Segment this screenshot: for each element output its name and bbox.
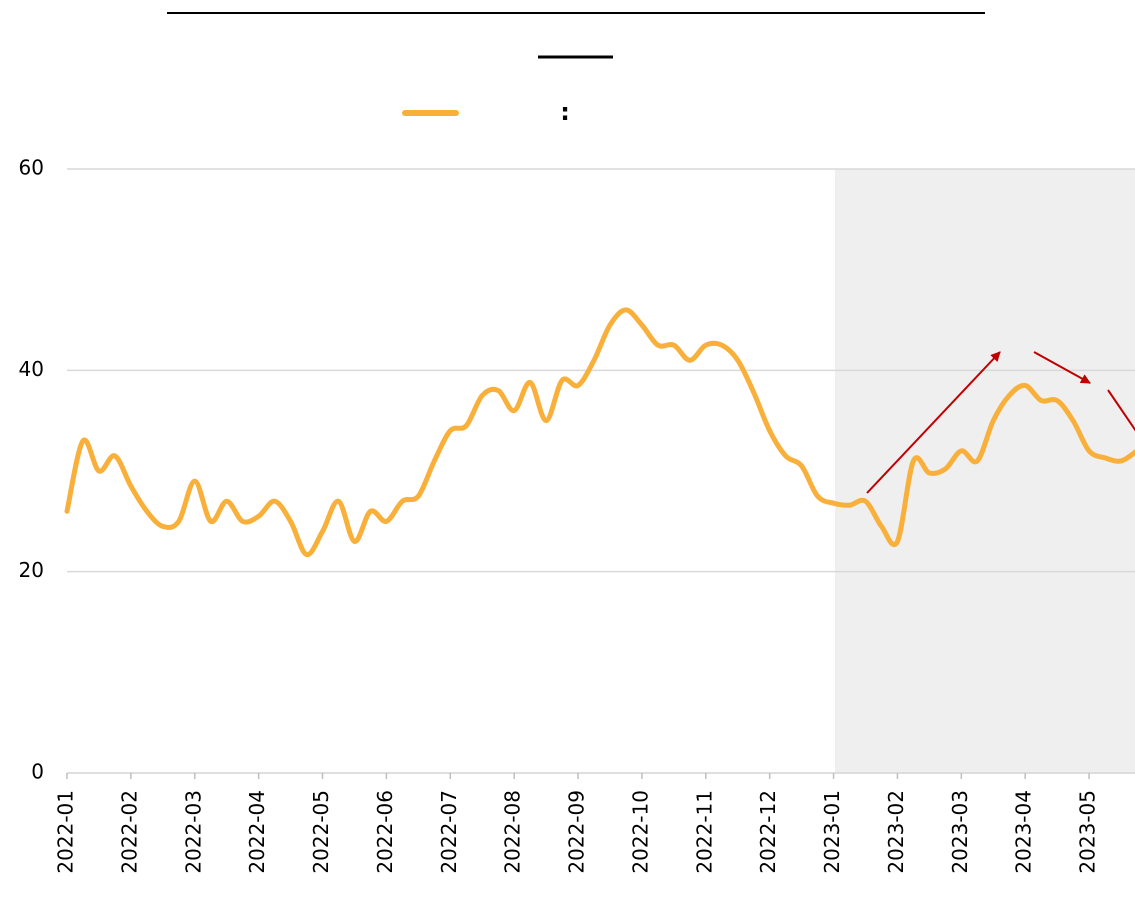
legend-label: : — [560, 98, 570, 126]
x-tick-label: 2022-10 — [628, 790, 652, 874]
x-tick-label: 2022-01 — [54, 790, 78, 874]
y-tick-label: 60 — [19, 156, 44, 180]
x-tick-label: 2022-06 — [373, 790, 397, 874]
x-tick-label: 2022-12 — [756, 790, 780, 874]
x-tick-label: 2022-08 — [501, 790, 525, 874]
line-series — [64, 307, 1135, 558]
x-tick-label: 2022-09 — [565, 790, 589, 874]
x-tick-label: 2022-07 — [437, 790, 461, 874]
annotation-arrow — [1033, 351, 1091, 384]
y-tick-label: 20 — [19, 558, 44, 582]
x-tick-label: 2022-11 — [692, 790, 716, 874]
y-tick-label: 40 — [19, 357, 44, 381]
x-tick-label: 2023-01 — [820, 790, 844, 874]
x-tick-label: 2022-03 — [181, 790, 205, 874]
y-tick-label: 0 — [31, 760, 44, 784]
x-tick-label: 2023-03 — [948, 790, 972, 874]
shaded-region — [835, 169, 1135, 773]
x-tick-label: 2022-05 — [309, 790, 333, 874]
x-tick-label: 2022-04 — [245, 790, 269, 874]
x-tick-label: 2022-02 — [117, 790, 141, 874]
annotation-arrow — [866, 351, 1001, 494]
x-tick-label: 2023-05 — [1076, 790, 1100, 874]
x-tick-label: 2023-02 — [884, 790, 908, 874]
x-tick-label: 2023-04 — [1012, 790, 1036, 874]
